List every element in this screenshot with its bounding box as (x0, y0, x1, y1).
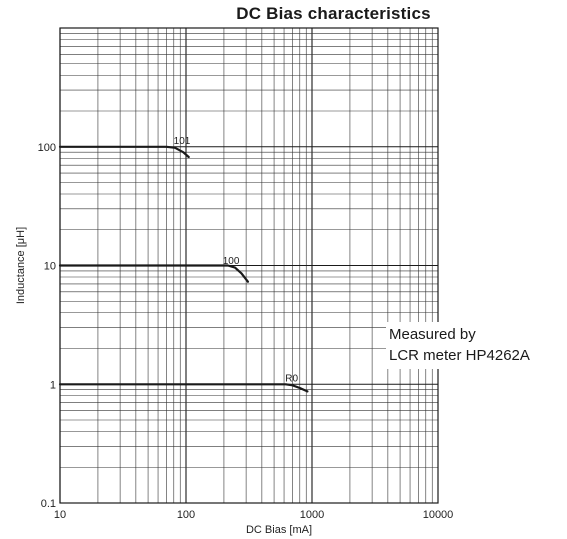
x-tick-label: 10 (54, 509, 66, 521)
grid (59, 28, 438, 504)
series-label-101: 101 (174, 136, 191, 147)
x-tick-label: 10000 (423, 509, 454, 521)
x-tick-label: 100 (177, 509, 195, 521)
measurement-note-line-1: Measured by (389, 326, 476, 343)
x-tick-label: 1000 (300, 509, 324, 521)
y-axis-label: Inductance [μH] (15, 227, 27, 304)
series-layer: 101 100 R0 (58, 136, 309, 393)
x-axis-label: DC Bias [mA] (246, 524, 312, 536)
measurement-note-line-2: LCR meter HP4262A (389, 347, 530, 364)
series-label-100: 100 (223, 256, 240, 267)
series-line-100 (58, 264, 249, 283)
tick-labels: 10 100 1000 10000 0.1 1 10 100 (38, 142, 454, 521)
y-tick-label: 10 (44, 261, 56, 273)
series-line-101 (58, 145, 190, 159)
y-tick-label: 100 (38, 142, 56, 154)
series-label-R0: R0 (285, 374, 298, 385)
series-line-R0 (58, 383, 309, 393)
measurement-note: Measured by LCR meter HP4262A (386, 322, 536, 369)
y-tick-label: 0.1 (41, 498, 56, 510)
chart-title: DC Bias characteristics (236, 4, 431, 23)
y-tick-label: 1 (50, 379, 56, 391)
